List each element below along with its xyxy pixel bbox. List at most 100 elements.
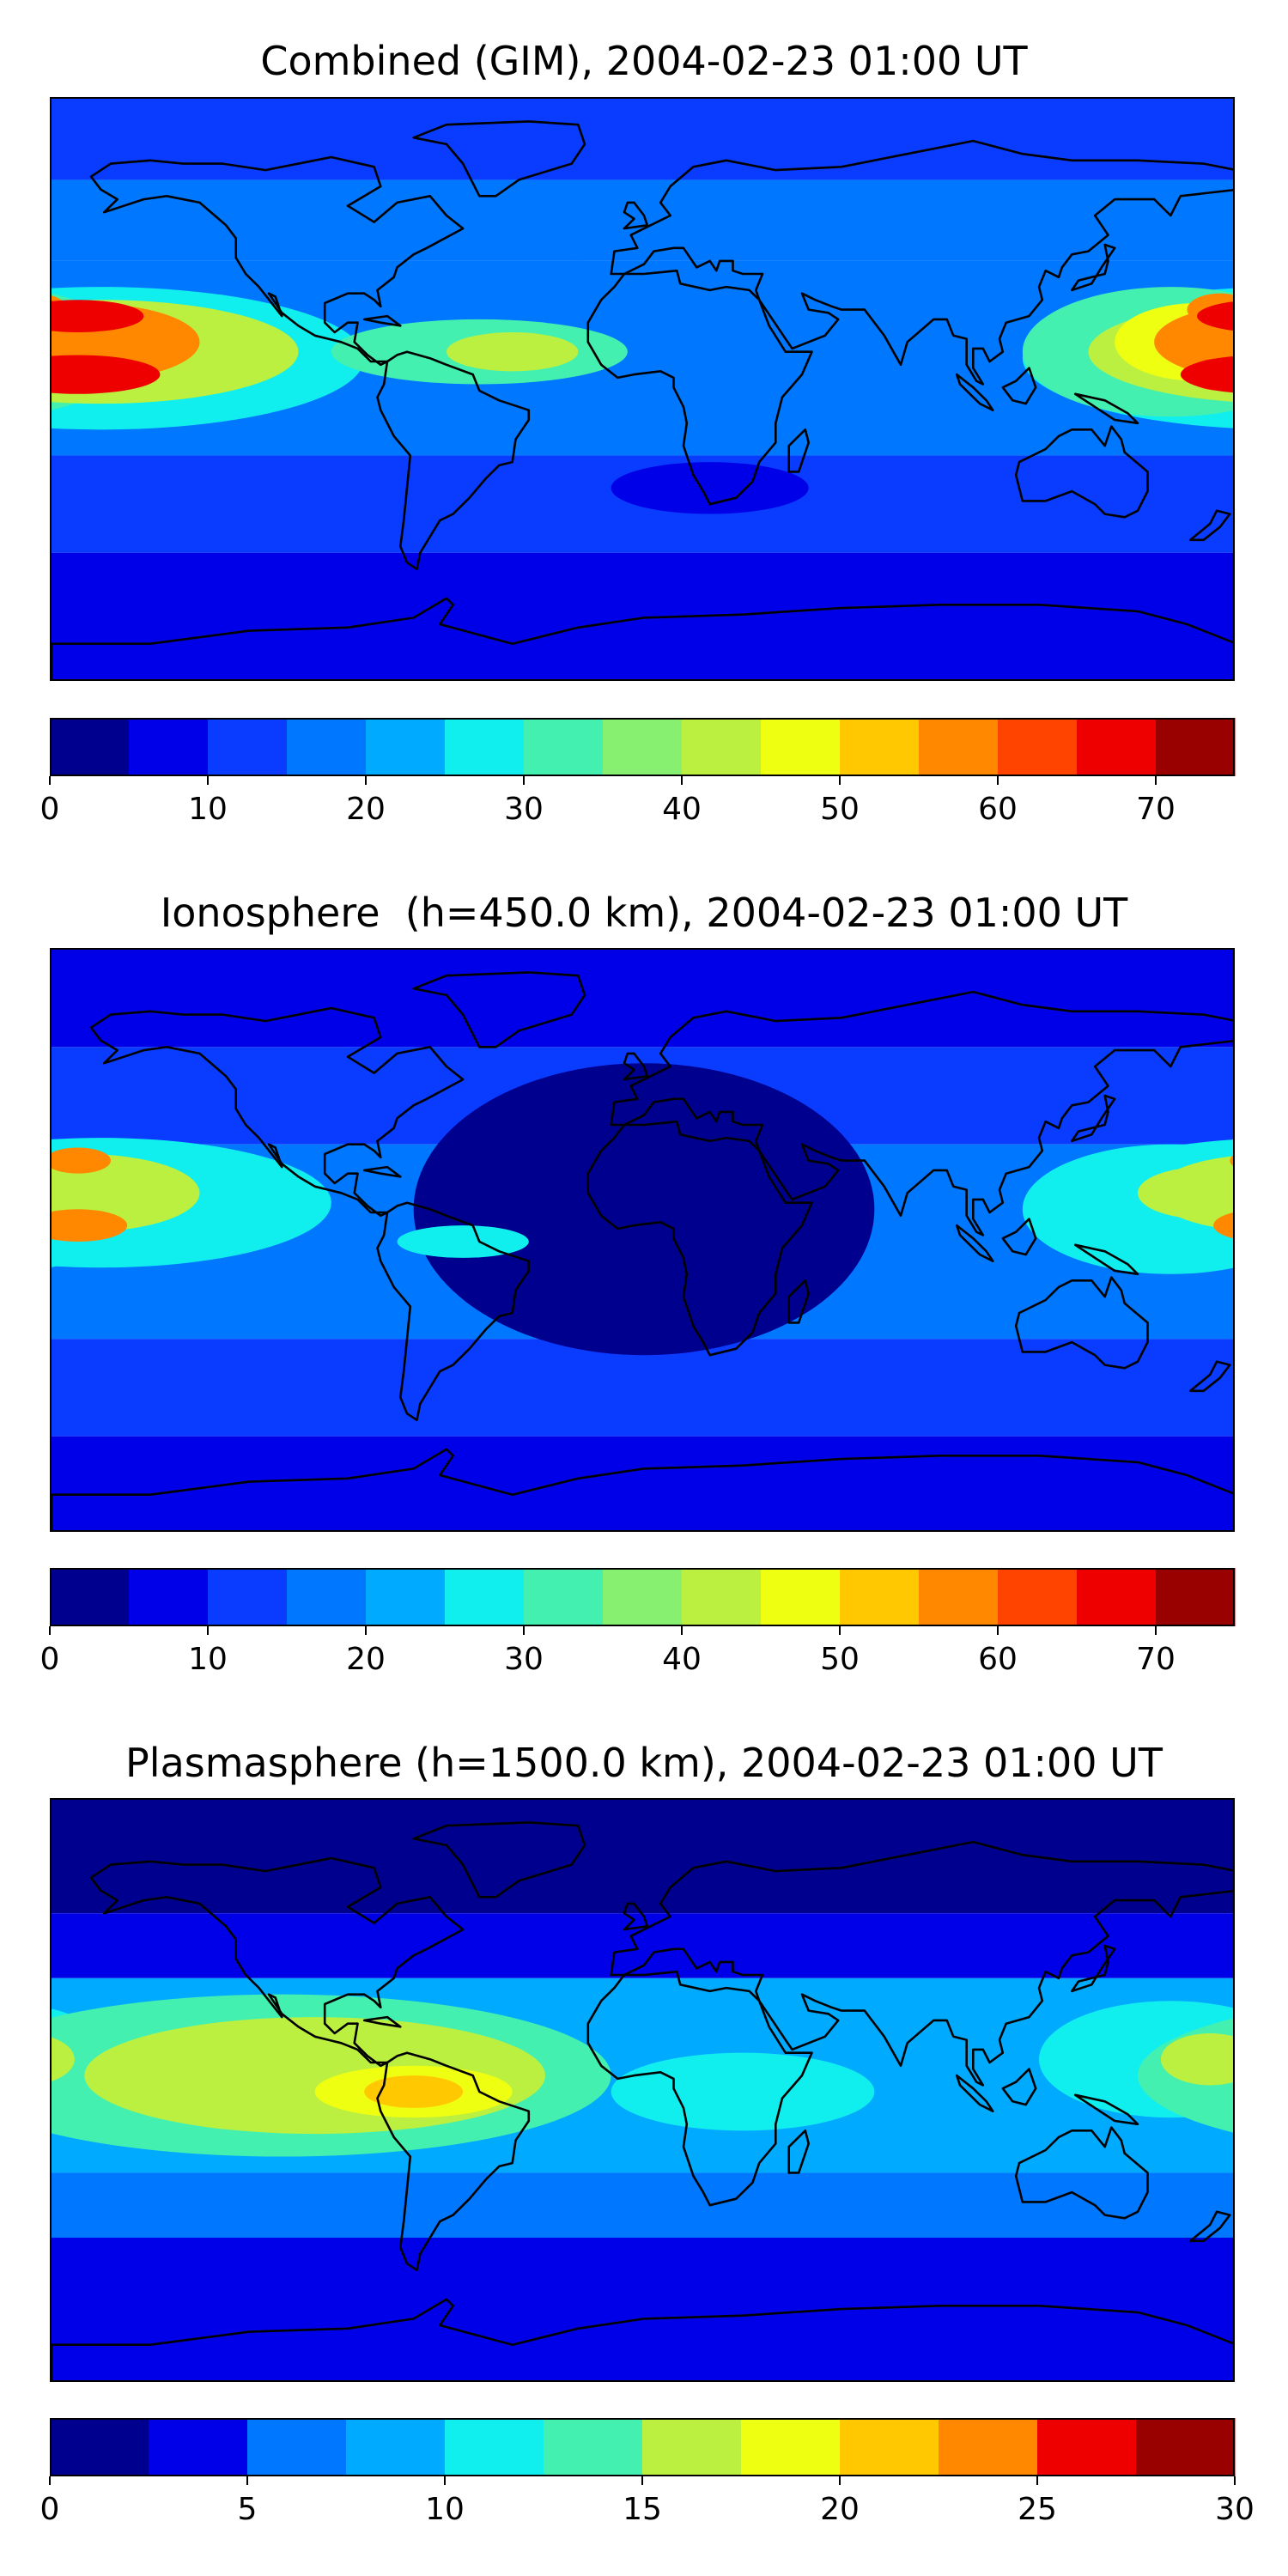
tec-contour — [364, 2075, 464, 2108]
world-map — [52, 99, 1233, 679]
panel-title: Ionosphere (h=450.0 km), 2004-02-23 01:0… — [160, 890, 1128, 936]
colorbar-segment — [939, 2418, 1038, 2476]
tec-contour — [1138, 1167, 1233, 1219]
colorbar-segment — [998, 1568, 1078, 1626]
tec-band — [52, 950, 1233, 1048]
coastline — [610, 139, 1233, 386]
tec-contour — [611, 462, 809, 514]
colorbar-tick-label: 70 — [1136, 792, 1176, 827]
coastline — [623, 201, 649, 230]
colorbar-segment — [761, 1568, 841, 1626]
colorbar-tick-label: 5 — [238, 2492, 258, 2527]
colorbar-tick-label: 60 — [978, 1642, 1018, 1677]
coastline — [1189, 509, 1231, 542]
colorbar-segment — [603, 1568, 683, 1626]
tec-contour — [1230, 1155, 1233, 1166]
coastline — [955, 1224, 994, 1262]
colorbar-tick-label: 30 — [1215, 2492, 1255, 2527]
colorbar-segment — [840, 718, 920, 776]
coastline — [1189, 1360, 1231, 1393]
colorbar-tick-label: 20 — [346, 1642, 386, 1677]
colorbar-segment — [1156, 718, 1236, 776]
tec-contour — [1213, 1212, 1233, 1239]
colorbar-ionosphere: 0 10 20 30 40 50 60 70 — [40, 1568, 1236, 1677]
tec-contour — [52, 2037, 75, 2081]
tec-band — [52, 1913, 1233, 1978]
colorbar-segment — [346, 2418, 446, 2476]
tec-band — [52, 179, 1233, 261]
coastline — [1001, 2068, 1037, 2106]
colorbar-tick-label: 10 — [188, 1642, 228, 1677]
coastline — [376, 350, 531, 571]
tec-contour — [52, 1209, 128, 1242]
colorbar-frame — [50, 2418, 1235, 2476]
tec-band — [52, 99, 1233, 180]
coastline — [586, 1120, 813, 1357]
colorbar-tick-label: 15 — [623, 2492, 662, 2527]
colorbar-segment — [287, 1568, 367, 1626]
coastline — [89, 155, 465, 367]
tec-contour — [52, 1147, 111, 1174]
tec-contour — [447, 332, 579, 372]
colorbar-segment — [682, 1568, 762, 1626]
coastline — [1001, 1218, 1037, 1256]
colorbar-segment — [208, 1568, 288, 1626]
colorbar-segment — [149, 2418, 248, 2476]
colorbar-segment — [129, 718, 209, 776]
coastline — [1014, 425, 1149, 519]
colorbar-segment — [642, 2418, 742, 2476]
map-panel-plasmasphere — [50, 1798, 1235, 2382]
colorbar-combined: 0 10 20 30 40 50 60 70 — [40, 718, 1236, 827]
panel-title: Plasmasphere (h=1500.0 km), 2004-02-23 0… — [125, 1740, 1163, 1786]
coastline — [412, 971, 586, 1048]
colorbar-tick-label: 20 — [820, 2492, 860, 2527]
colorbar-segment — [998, 718, 1078, 776]
coastline — [1071, 1944, 1116, 1993]
colorbar-segment — [1156, 1568, 1236, 1626]
coastline — [376, 1201, 531, 1422]
colorbar-segment — [603, 718, 683, 776]
coastline — [52, 597, 1233, 679]
colorbar-segment — [247, 2418, 347, 2476]
colorbar-frame — [50, 1568, 1235, 1626]
tec-band — [52, 2172, 1233, 2238]
coastline — [1014, 2126, 1149, 2220]
tec-band — [52, 1339, 1233, 1437]
colorbar-tick-label: 0 — [40, 1642, 60, 1677]
tec-contour — [52, 1170, 85, 1216]
colorbar-segment — [1037, 2418, 1137, 2476]
colorbar-tick-label: 30 — [504, 1642, 544, 1677]
coastline — [89, 1856, 465, 2068]
coastline — [362, 314, 402, 327]
coastline — [1001, 367, 1037, 405]
tec-contour — [52, 355, 161, 394]
colorbar-segment — [524, 718, 604, 776]
coastline — [787, 2129, 810, 2174]
coastline — [52, 1448, 1233, 1530]
colorbar-segment — [366, 1568, 446, 1626]
coastline — [362, 1165, 402, 1178]
tec-contour — [611, 2052, 875, 2131]
coastline — [376, 2051, 531, 2272]
map-panel-combined — [50, 97, 1235, 681]
colorbar-tick-label: 0 — [40, 2492, 60, 2527]
coastline — [610, 990, 1233, 1236]
colorbar-segment — [840, 1568, 920, 1626]
map-panel-ionosphere — [50, 948, 1235, 1532]
coastline — [1073, 392, 1139, 425]
coastline — [1073, 2093, 1139, 2126]
colorbar-tick-label: 50 — [820, 792, 860, 827]
colorbar-tick-label: 10 — [425, 2492, 465, 2527]
coastline — [623, 1902, 649, 1931]
tec-band — [52, 2238, 1233, 2380]
colorbar-segment — [682, 718, 762, 776]
colorbar-tick-label: 60 — [978, 792, 1018, 827]
tec-band — [52, 1436, 1233, 1530]
tec-contour — [1160, 2033, 1233, 2086]
colorbar-segment — [1077, 718, 1157, 776]
coastline — [52, 2298, 1233, 2380]
colorbar-segment — [761, 718, 841, 776]
colorbar-plasmasphere: 0 5 10 15 20 25 30 — [40, 2418, 1255, 2527]
colorbar-tick-label: 40 — [662, 1642, 702, 1677]
colorbar-segment — [208, 718, 288, 776]
